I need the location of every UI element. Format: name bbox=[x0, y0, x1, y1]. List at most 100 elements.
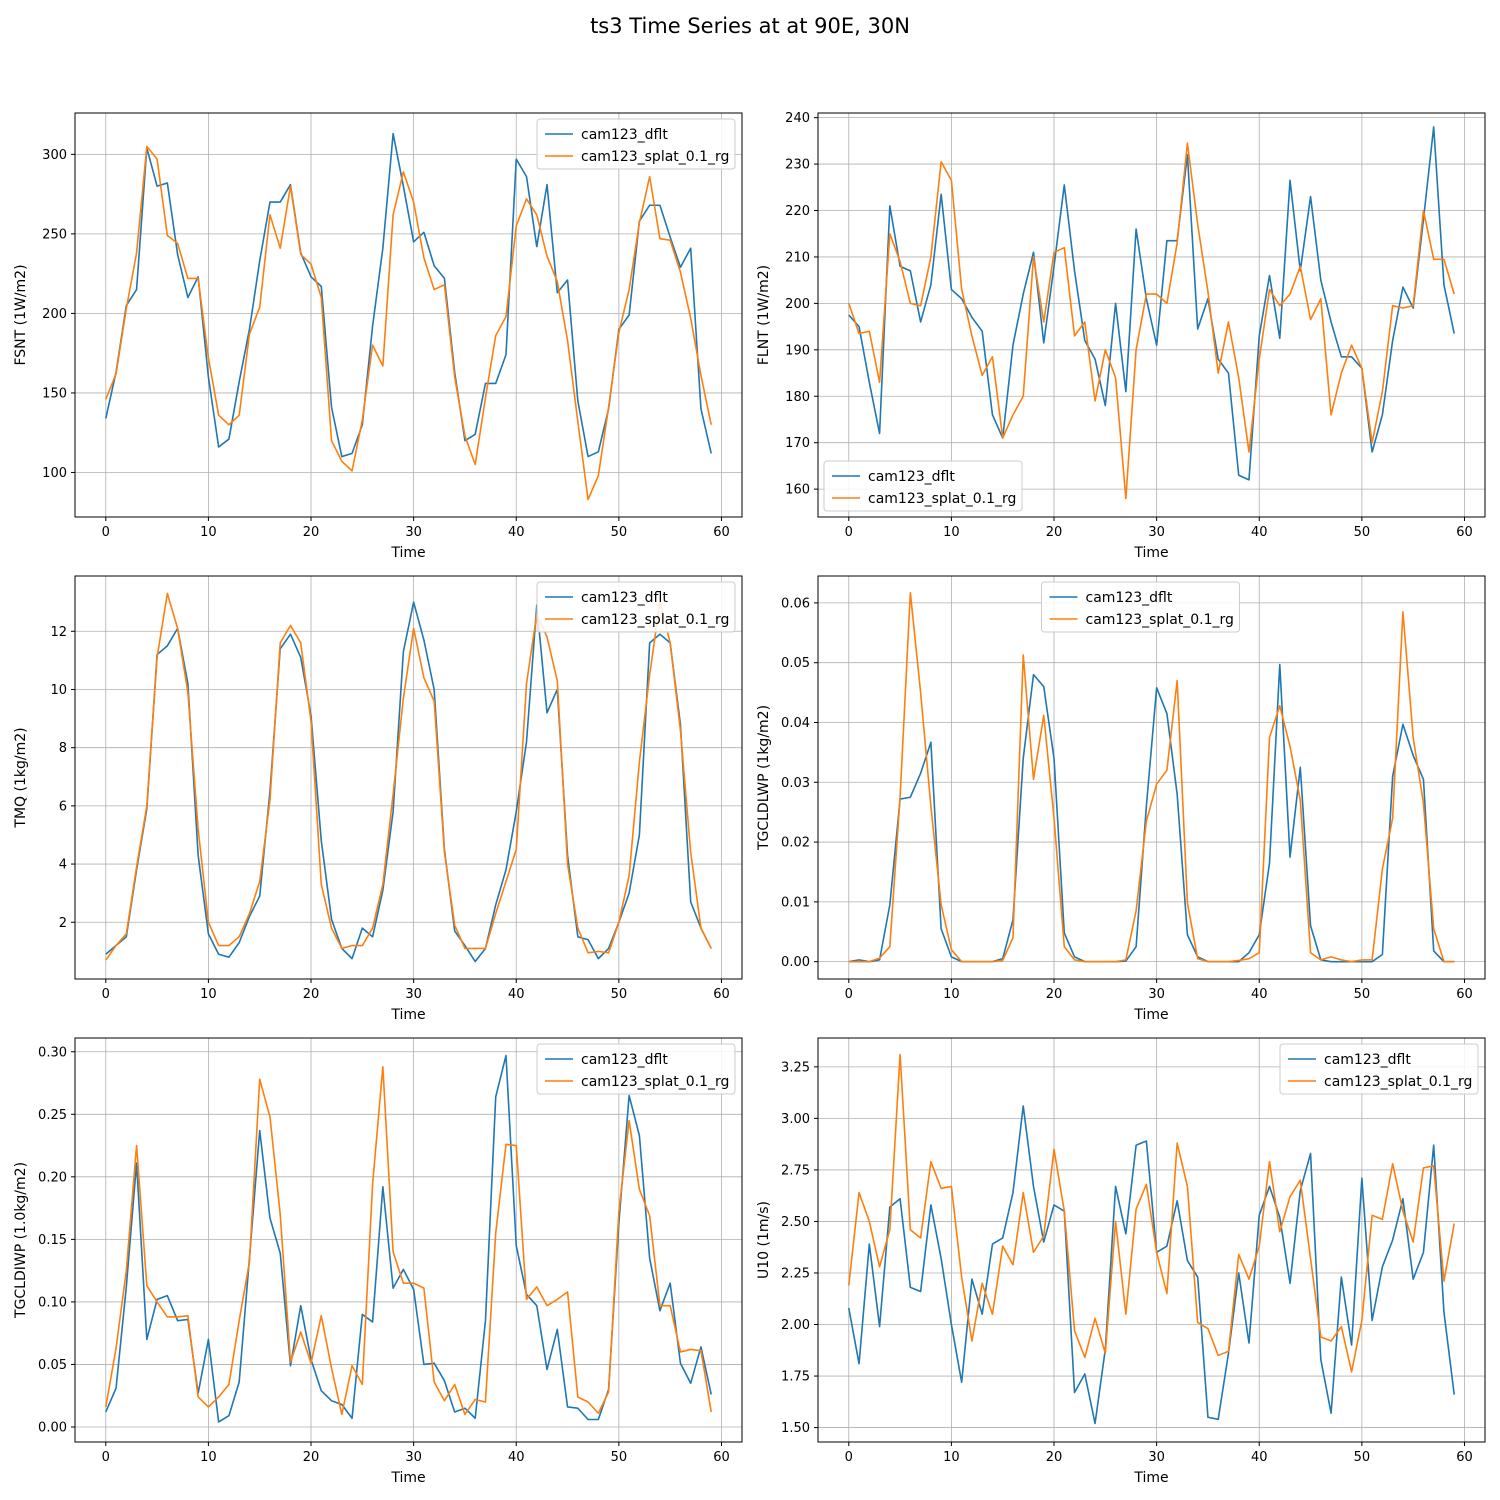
x-tick-label: 0 bbox=[102, 1450, 110, 1465]
y-tick-label: 180 bbox=[785, 390, 810, 405]
y-tick-label: 300 bbox=[42, 148, 67, 163]
legend: cam123_dflt cam123_splat_0.1_rg bbox=[536, 118, 736, 170]
y-axis-label: U10 (1m/s) bbox=[756, 1201, 772, 1279]
series-line-1 bbox=[848, 663, 1455, 963]
subplot-3: 0 10 20 30 40 50 60 2 4 6 8 10 12 Time TMQ (1kg/m2) cam… bbox=[13, 575, 743, 1023]
x-tick-label: 50 bbox=[611, 987, 628, 1002]
y-tick-label: 160 bbox=[785, 483, 810, 498]
y-axis-label: TGCLDIWP (1.0kg/m2) bbox=[13, 1162, 29, 1319]
series-line-2 bbox=[104, 1065, 713, 1416]
x-tick-label: 30 bbox=[405, 987, 422, 1002]
y-tick-label: 10 bbox=[50, 683, 67, 698]
subplot-5: 0 10 20 30 40 50 60 0.00 0.05 0.10 0.15 0.20 0.25 0.3… bbox=[13, 1037, 743, 1486]
x-tick-label: 60 bbox=[713, 1450, 730, 1465]
y-axis-label: FLNT (1W/m2) bbox=[756, 265, 772, 365]
y-tick-label: 2 bbox=[59, 916, 67, 931]
y-tick-label: 0.30 bbox=[38, 1045, 67, 1060]
legend-label: cam123_dflt bbox=[1086, 590, 1173, 606]
legend: cam123_dflt cam123_splat_0.1_rg bbox=[823, 460, 1023, 512]
legend-label: cam123_splat_0.1_rg bbox=[581, 149, 729, 165]
axes-frame bbox=[74, 575, 743, 980]
legend-label: cam123_splat_0.1_rg bbox=[1324, 1074, 1472, 1090]
x-tick-label: 30 bbox=[1148, 987, 1165, 1002]
y-tick-label: 2.75 bbox=[781, 1163, 810, 1178]
x-tick-label: 60 bbox=[1456, 525, 1473, 540]
series-line-2 bbox=[848, 591, 1455, 963]
x-tick-label: 0 bbox=[102, 525, 110, 540]
legend-label: cam123_dflt bbox=[581, 127, 668, 143]
x-tick-label: 10 bbox=[200, 987, 217, 1002]
y-tick-label: 230 bbox=[785, 158, 810, 173]
y-tick-label: 0.10 bbox=[38, 1295, 67, 1310]
x-tick-label: 40 bbox=[1251, 1450, 1268, 1465]
y-tick-label: 0.02 bbox=[781, 836, 810, 851]
x-tick-label: 40 bbox=[508, 525, 525, 540]
subplot-1: 0 10 20 30 40 50 60 100 150 200 250 300 Time FSNT (1W… bbox=[13, 112, 743, 561]
x-tick-label: 40 bbox=[508, 987, 525, 1002]
y-tick-label: 0.00 bbox=[781, 955, 810, 970]
x-tick-label: 50 bbox=[1354, 987, 1371, 1002]
legend-box bbox=[1279, 1043, 1479, 1095]
x-tick-label: 60 bbox=[1456, 1450, 1473, 1465]
y-tick-label: 150 bbox=[42, 386, 67, 401]
y-tick-label: 3.00 bbox=[781, 1112, 810, 1127]
series-line-2 bbox=[105, 592, 712, 961]
axes-frame bbox=[817, 1037, 1486, 1443]
subplot-2: 0 10 20 30 40 50 60 160 170 180 190 200 210 220 230 240… bbox=[756, 111, 1486, 561]
y-tick-label: 250 bbox=[42, 227, 67, 242]
legend-label: cam123_dflt bbox=[581, 590, 668, 606]
legend-label: cam123_splat_0.1_rg bbox=[1086, 612, 1234, 628]
x-axis-label: Time bbox=[390, 1007, 425, 1023]
x-tick-label: 20 bbox=[303, 1450, 320, 1465]
x-tick-label: 10 bbox=[200, 525, 217, 540]
x-tick-label: 20 bbox=[1046, 987, 1063, 1002]
axes-frame bbox=[74, 1037, 743, 1443]
y-axis-label: TMQ (1kg/m2) bbox=[13, 727, 29, 828]
legend-label: cam123_dflt bbox=[868, 469, 955, 485]
y-tick-label: 0.05 bbox=[38, 1358, 67, 1373]
series-line-1 bbox=[847, 1105, 1456, 1425]
y-tick-label: 220 bbox=[785, 204, 810, 219]
legend: cam123_dflt cam123_splat_0.1_rg bbox=[1279, 1043, 1479, 1095]
y-tick-label: 0.04 bbox=[781, 716, 810, 731]
x-tick-label: 50 bbox=[1354, 525, 1371, 540]
y-tick-label: 2.00 bbox=[781, 1318, 810, 1333]
y-tick-label: 2.25 bbox=[781, 1266, 810, 1281]
legend-box bbox=[536, 118, 736, 170]
subplot-4: 0 10 20 30 40 50 60 0.00 0.01 0.02 0.03 0.04 0.05 0.0… bbox=[756, 575, 1486, 1023]
y-tick-label: 0.00 bbox=[38, 1420, 67, 1435]
y-tick-label: 0.01 bbox=[781, 895, 810, 910]
x-axis-label: Time bbox=[1133, 1470, 1168, 1486]
x-tick-label: 0 bbox=[845, 987, 853, 1002]
legend-box bbox=[1041, 581, 1240, 633]
y-tick-label: 210 bbox=[785, 250, 810, 265]
legend: cam123_dflt cam123_splat_0.1_rg bbox=[536, 581, 736, 633]
x-axis-label: Time bbox=[1133, 545, 1168, 561]
y-tick-label: 0.25 bbox=[38, 1108, 67, 1123]
y-tick-label: 0.06 bbox=[781, 596, 810, 611]
legend-box bbox=[823, 460, 1023, 512]
y-tick-label: 0.03 bbox=[781, 776, 810, 791]
legend: cam123_dflt cam123_splat_0.1_rg bbox=[536, 1043, 736, 1095]
subplot-6: 0 10 20 30 40 50 60 1.50 1.75 2.00 2.25 2.50 2.75 3.0… bbox=[756, 1037, 1486, 1486]
y-tick-label: 0.15 bbox=[38, 1233, 67, 1248]
x-tick-label: 20 bbox=[1046, 1450, 1063, 1465]
x-axis-label: Time bbox=[390, 545, 425, 561]
series-line-2 bbox=[847, 1053, 1456, 1373]
y-tick-label: 240 bbox=[785, 111, 810, 126]
x-tick-label: 60 bbox=[713, 525, 730, 540]
x-tick-label: 10 bbox=[943, 987, 960, 1002]
legend: cam123_dflt cam123_splat_0.1_rg bbox=[1041, 581, 1240, 633]
series-line-2 bbox=[105, 145, 713, 501]
y-tick-label: 0.05 bbox=[781, 656, 810, 671]
x-tick-label: 30 bbox=[1148, 525, 1165, 540]
y-tick-label: 2.50 bbox=[781, 1215, 810, 1230]
y-tick-label: 200 bbox=[42, 307, 67, 322]
series-line-1 bbox=[105, 1054, 713, 1423]
figure-title: ts3 Time Series at at 90E, 30N bbox=[590, 14, 910, 38]
series-line-1 bbox=[105, 601, 712, 963]
x-tick-label: 20 bbox=[303, 987, 320, 1002]
legend-label: cam123_splat_0.1_rg bbox=[581, 612, 729, 628]
y-tick-label: 1.50 bbox=[781, 1421, 810, 1436]
x-tick-label: 20 bbox=[1046, 525, 1063, 540]
